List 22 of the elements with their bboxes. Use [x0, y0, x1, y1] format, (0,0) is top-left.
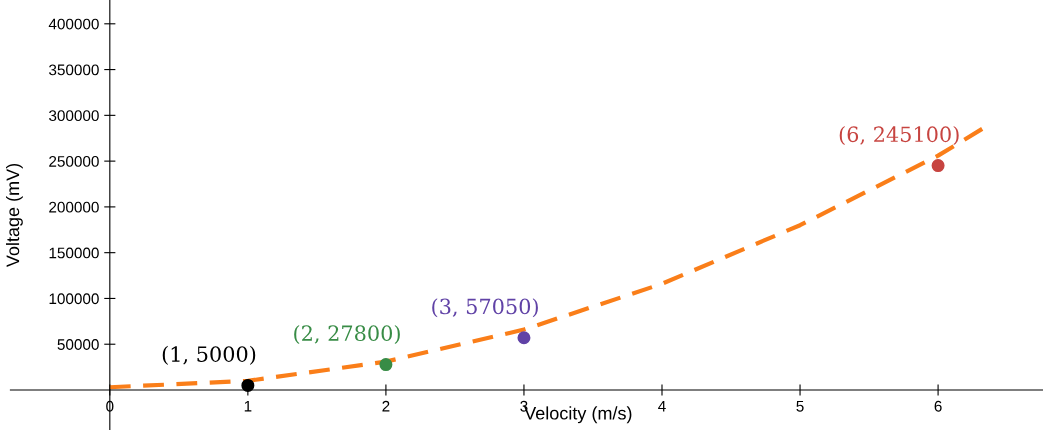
annotation: (2, 27800)	[294, 324, 400, 345]
y-tick-label: 300000	[49, 110, 99, 122]
annotation: (3, 57050)	[432, 298, 538, 318]
point	[931, 159, 945, 173]
y-axis-title: Voltage (mV)	[5, 163, 23, 268]
x-tick-label: 1	[244, 400, 252, 412]
point	[241, 378, 255, 392]
annotation: (6, 245100)	[839, 126, 959, 146]
x-tick-label: 4	[658, 400, 666, 412]
y-tick-label: 150000	[49, 247, 99, 259]
y-tick-label: 100000	[49, 293, 99, 305]
y-tick-label: 250000	[49, 155, 99, 167]
annotation: (1, 5000)	[162, 345, 256, 365]
point	[379, 358, 393, 372]
y-tick-label: 200000	[49, 201, 99, 213]
x-tick-label: 2	[382, 400, 390, 412]
x-tick-label: 5	[796, 400, 804, 412]
x-tick-label: 6	[934, 400, 942, 412]
y-tick-label: 350000	[49, 64, 99, 76]
y-tick-label: 50000	[57, 339, 99, 350]
point	[517, 331, 531, 345]
y-tick-label: 400000	[48, 18, 99, 30]
